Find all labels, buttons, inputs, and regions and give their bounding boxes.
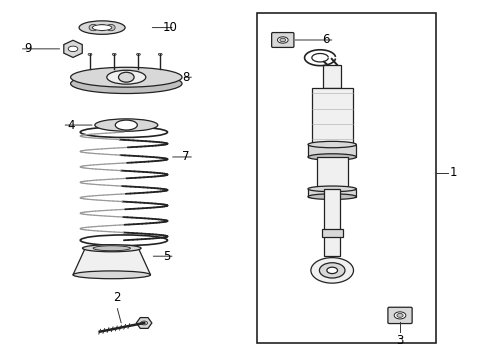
Ellipse shape	[115, 120, 137, 130]
Ellipse shape	[277, 37, 288, 43]
Text: 5: 5	[163, 250, 170, 263]
Ellipse shape	[93, 25, 112, 31]
Text: 6: 6	[322, 33, 330, 46]
Ellipse shape	[327, 267, 338, 274]
Polygon shape	[136, 318, 152, 328]
Text: 3: 3	[396, 334, 404, 347]
Ellipse shape	[106, 24, 115, 31]
Ellipse shape	[89, 24, 98, 31]
Ellipse shape	[88, 53, 92, 55]
Ellipse shape	[119, 72, 134, 82]
Ellipse shape	[68, 46, 78, 51]
FancyBboxPatch shape	[388, 307, 412, 324]
Text: 10: 10	[163, 21, 177, 34]
Bar	[308, 189, 356, 197]
Ellipse shape	[158, 53, 162, 55]
Ellipse shape	[137, 53, 140, 55]
Text: 4: 4	[67, 118, 74, 131]
Ellipse shape	[308, 154, 356, 160]
Text: 9: 9	[24, 42, 32, 55]
Ellipse shape	[397, 314, 403, 318]
FancyBboxPatch shape	[271, 32, 294, 48]
Ellipse shape	[98, 24, 106, 31]
Text: 8: 8	[182, 71, 190, 84]
Ellipse shape	[308, 141, 356, 148]
Ellipse shape	[79, 21, 125, 34]
Ellipse shape	[280, 38, 286, 42]
Ellipse shape	[73, 271, 150, 279]
Ellipse shape	[93, 246, 130, 251]
Text: 7: 7	[182, 150, 190, 163]
Polygon shape	[64, 40, 82, 58]
Polygon shape	[73, 248, 150, 275]
Ellipse shape	[311, 258, 353, 283]
Ellipse shape	[394, 312, 406, 319]
Bar	[312, 88, 352, 145]
Bar	[308, 145, 356, 157]
Text: 1: 1	[450, 166, 458, 179]
Ellipse shape	[308, 186, 356, 192]
Ellipse shape	[319, 263, 345, 278]
Ellipse shape	[82, 245, 141, 252]
Ellipse shape	[95, 119, 158, 131]
Bar	[321, 229, 343, 238]
Bar	[317, 157, 348, 189]
Ellipse shape	[107, 70, 146, 84]
Bar	[324, 189, 340, 256]
Ellipse shape	[308, 194, 356, 199]
Ellipse shape	[71, 67, 182, 87]
Ellipse shape	[112, 53, 116, 55]
Ellipse shape	[141, 321, 147, 325]
Bar	[257, 13, 437, 343]
Bar	[323, 65, 341, 88]
Ellipse shape	[71, 74, 182, 94]
Text: 2: 2	[113, 291, 121, 304]
